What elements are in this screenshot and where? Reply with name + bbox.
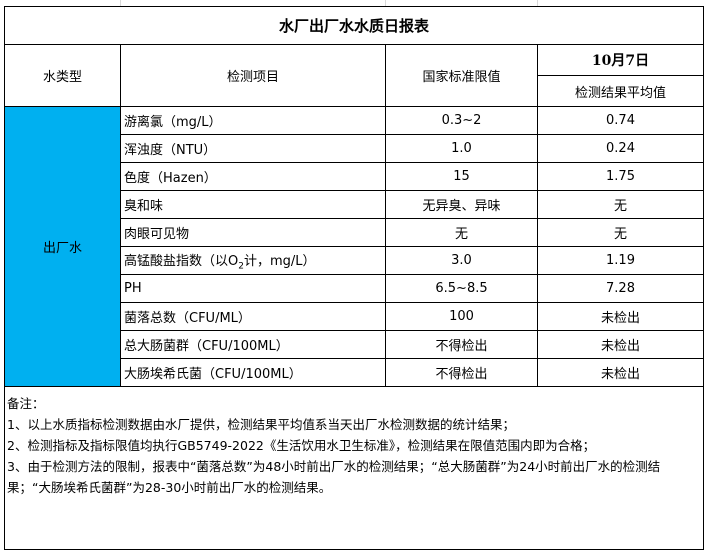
item-text: 计，mg/L） <box>243 253 316 269</box>
note-1: 1、以上水质指标检测数据由水厂提供，检测结果平均值系当天出厂水检测数据的统计结果… <box>7 417 515 432</box>
standard-cell: 无 <box>385 218 538 247</box>
standard-cell: 0.3~2 <box>385 106 538 135</box>
item-cell: PH <box>120 274 386 303</box>
item-cell: 浑浊度（NTU） <box>120 134 386 163</box>
result-cell: 1.19 <box>536 246 705 275</box>
result-cell: 7.28 <box>536 274 705 303</box>
table-row: 浑浊度（NTU） 1.0 0.24 <box>5 134 705 163</box>
result-cell: 无 <box>536 218 705 247</box>
header-item: 检测项目 <box>120 44 386 107</box>
result-cell: 0.74 <box>536 106 705 135</box>
standard-cell: 3.0 <box>385 246 538 275</box>
water-quality-report-table: 水厂出厂水水质日报表 水类型 检测项目 国家标准限值 10月7日 检测结果平均值… <box>3 6 705 550</box>
standard-cell: 不得检出 <box>385 330 538 359</box>
standard-cell: 无异臭、异味 <box>385 190 538 219</box>
note-label: 备注： <box>7 396 45 411</box>
header-standard: 国家标准限值 <box>385 44 538 107</box>
item-cell: 肉眼可见物 <box>120 218 386 247</box>
table-row: 臭和味 无异臭、异味无 <box>5 190 705 219</box>
table-row: 出厂水 游离氯（mg/L） 0.3~2 0.74 <box>4 106 705 387</box>
standard-cell: 100 <box>385 302 538 331</box>
item-cell: 菌落总数（CFU/ML） <box>120 302 386 331</box>
result-cell: 未检出 <box>536 302 705 331</box>
item-cell: 游离氯（mg/L） <box>120 106 386 135</box>
water-type-cell: 出厂水 <box>4 106 121 387</box>
result-cell: 1.75 <box>536 162 705 191</box>
note-2: 2、检测指标及指标限值均执行GB5749-2022《生活饮用水卫生标准》，检测结… <box>7 438 596 453</box>
result-cell: 未检出 <box>536 330 705 359</box>
standard-cell: 不得检出 <box>385 358 538 387</box>
item-cell: 色度（Hazen） <box>120 162 386 191</box>
item-cell: 总大肠菌群（CFU/100ML） <box>120 330 386 359</box>
item-cell: 高锰酸盐指数（以O2计，mg/L） <box>120 246 386 275</box>
result-cell: 无 <box>536 190 705 219</box>
table-row: 高锰酸盐指数（以O2计，mg/L） 3.0 1.19 <box>5 246 705 275</box>
item-cell: 大肠埃希氏菌（CFU/100ML） <box>120 358 386 387</box>
header-date: 10月7日 <box>536 44 705 76</box>
table-row: PH 6.5~8.5 7.28 <box>5 274 705 303</box>
item-subscript: 2 <box>238 261 244 272</box>
item-cell: 臭和味 <box>120 190 386 219</box>
report-title: 水厂出厂水水质日报表 <box>3 6 705 45</box>
header-result: 检测结果平均值 <box>536 75 705 107</box>
item-text: 高锰酸盐指数（以O <box>124 253 239 269</box>
header-water-type: 水类型 <box>4 44 121 107</box>
table-row: 肉眼可见物无无 <box>5 218 705 247</box>
result-cell: 0.24 <box>536 134 705 163</box>
standard-cell: 6.5~8.5 <box>385 274 538 303</box>
table-row: 大肠埃希氏菌（CFU/100ML） 不得检出 未检出 <box>5 358 705 387</box>
table-row: 菌落总数（CFU/ML） 100 未检出 <box>5 302 705 331</box>
standard-cell: 1.0 <box>385 134 538 163</box>
note-3: 3、由于检测方法的限制，报表中“菌落总数”为48小时前出厂水的检测结果；“总大肠… <box>7 459 661 495</box>
standard-cell: 15 <box>385 162 538 191</box>
result-cell: 未检出 <box>536 358 705 387</box>
notes-section: 备注： 1、以上水质指标检测数据由水厂提供，检测结果平均值系当天出厂水检测数据的… <box>3 386 705 550</box>
